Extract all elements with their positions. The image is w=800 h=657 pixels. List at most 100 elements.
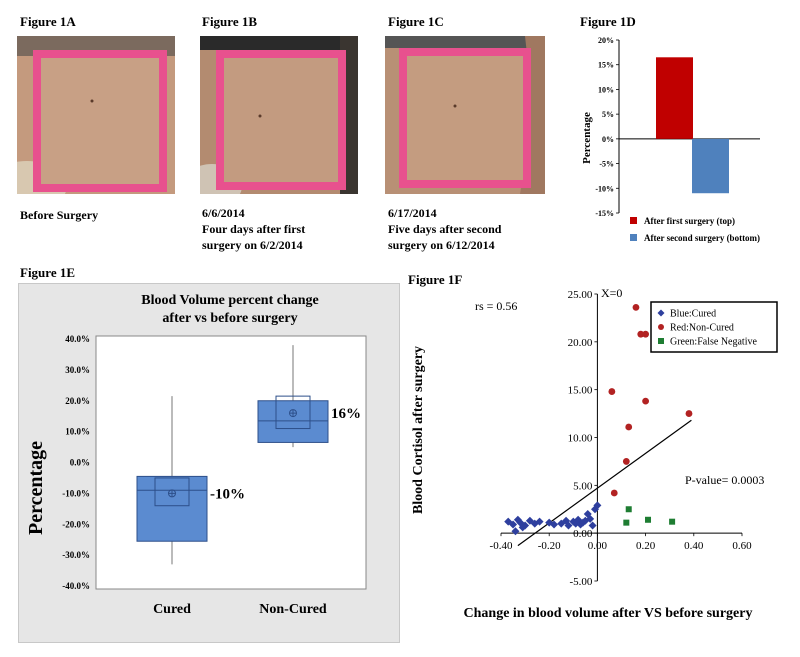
figure-1e-mean-label: 16% <box>331 406 361 422</box>
figure-1f-point-cured <box>586 514 595 523</box>
figure-1f-ytick-label: 15.00 <box>568 385 593 397</box>
figure-1e-category-label: Non-Cured <box>259 602 327 617</box>
figure-1c-caption-line: surgery on 6/12/2014 <box>388 238 495 252</box>
figure-1f-rs-annotation: rs = 0.56 <box>475 299 517 313</box>
figure-1f-point-cured <box>535 517 544 526</box>
figure-1f-point-cured <box>530 519 539 528</box>
figure-1d-ytick-label: 10% <box>598 85 614 94</box>
figure-1d-legend-swatch <box>630 234 637 241</box>
figure-1f-point-cured <box>518 523 527 532</box>
figure-1e-ytick-label: -30.0% <box>62 550 90 560</box>
figure-1e-median-ci-box <box>275 395 311 430</box>
figure-1e-mean-cross <box>289 409 297 417</box>
figure-1d-legend-label: After first surgery (top) <box>644 216 735 226</box>
figure-1b-photo <box>200 36 358 194</box>
figure-1d-ytick-label: 0% <box>602 135 614 144</box>
figure-1e-ytick-label: 40.0% <box>65 334 90 344</box>
figure-1f-point-cured <box>511 527 520 536</box>
figure-1e-chart-title-line1: Blood Volume percent change <box>141 293 318 308</box>
figure-1e-plot-area <box>95 335 367 590</box>
figure-1f-point-non-cured <box>625 423 633 431</box>
figure-1f-legend-marker <box>658 324 664 330</box>
figure-1a-photo <box>17 36 175 194</box>
figure-1e-ytick-label: 30.0% <box>65 365 90 375</box>
figure-1d-ytick-label: 15% <box>598 61 614 70</box>
figure-1e-ytick-label: -20.0% <box>62 519 90 529</box>
figure-1f-point-non-cured <box>622 458 630 465</box>
figure-1f-xtick-label: 0.20 <box>636 540 656 552</box>
figure-1f-pvalue-annotation: P-value= 0.0003 <box>685 473 764 487</box>
figure-1f-point-cured <box>564 521 573 530</box>
figure-1d-bar-chart: Percentage 20% 15% 10% 5% 0% -5% -10% -15% Afte… <box>581 36 760 243</box>
figure-1e-category-label: Cured <box>153 602 191 617</box>
figure-1f-legend-label: Green:False Negative <box>670 337 757 348</box>
figure-1e-box <box>136 475 208 542</box>
figure-1e-box-plot: Blood Volume percent change after vs bef… <box>25 293 367 617</box>
figure-1f-ytick-label: 10.00 <box>568 433 593 445</box>
figure-1e-ytick-label: 0.0% <box>70 458 90 468</box>
figure-1c-photo <box>385 36 545 194</box>
figure-1f-ytick-label: 25.00 <box>568 289 593 301</box>
figure-1e-ytick-label: 10.0% <box>65 427 90 437</box>
figure-1f-trendline <box>517 419 692 547</box>
figure-1f-xtick-label: -0.20 <box>538 540 561 552</box>
figure-1f-x0-annotation: X=0 <box>601 286 622 300</box>
figure-1e-ylabel: Percentage <box>25 441 47 535</box>
figure-1d-ylabel: Percentage <box>581 112 593 164</box>
figure-1f-point-cured <box>509 520 518 529</box>
figure-1f-ytick-label: 0.00 <box>573 528 593 540</box>
figure-1f-title: Figure 1F <box>408 272 463 287</box>
figure-1e-title: Figure 1E <box>20 265 76 280</box>
figure-1f-xtick-label: 0.60 <box>732 540 752 552</box>
figure-1c-caption: 6/17/2014 Five days after second surgery… <box>388 205 501 253</box>
figure-1c-caption-line: Five days after second <box>388 222 502 236</box>
figure-1e-ytick-label: -10.0% <box>62 488 90 498</box>
figure-1f-ytick-label: -5.00 <box>569 576 592 588</box>
figure-1e-chart-title-line2: after vs before surgery <box>162 311 297 326</box>
figure-1a-caption: Before Surgery <box>20 208 99 222</box>
figure-1f-point-false-negative <box>645 516 652 523</box>
figure-1f-point-non-cured <box>642 330 649 338</box>
figure-1f-legend-box <box>650 301 778 353</box>
figure-1b-caption-line: Four days after first <box>202 222 306 236</box>
figure-1f-point-non-cured <box>610 489 618 497</box>
figure-1f-point-cured <box>593 501 602 510</box>
figure-1f-point-cured <box>588 521 597 530</box>
figure-1f-point-non-cured <box>632 303 640 311</box>
figure-1f-point-false-negative <box>669 518 676 525</box>
figure-1f-legend-label: Red:Non-Cured <box>670 323 734 334</box>
figure-1f-point-false-negative <box>623 519 630 526</box>
figure-1b-caption: 6/6/2014 Four days after first surgery o… <box>202 205 305 253</box>
figure-1f-xtick-label: -0.40 <box>490 540 513 552</box>
figure-1f-ytick-label: 5.00 <box>573 480 593 492</box>
figure-1d-legend-swatch <box>630 217 637 224</box>
figure-1d-legend-label: After second surgery (bottom) <box>644 233 760 243</box>
figure-1d-ytick-label: -10% <box>595 184 614 193</box>
figure-1f-point-non-cured <box>637 330 645 338</box>
figure-1a-title: Figure 1A <box>20 14 76 29</box>
figure-1d-bar <box>656 57 693 139</box>
figure-1f-point-non-cured <box>608 388 616 395</box>
figure-1e-ytick-label: 20.0% <box>65 396 90 406</box>
figure-1f-point-cured <box>578 518 587 527</box>
figure-1f-ytick-label: 20.00 <box>568 337 593 349</box>
figure-1d-ytick-label: 5% <box>602 110 614 119</box>
figure-1f-point-cured <box>576 520 585 529</box>
figure-1c-title: Figure 1C <box>388 14 444 29</box>
figure-1f-point-false-negative <box>625 506 632 513</box>
figure-1f-xtick-label: 0.40 <box>684 540 704 552</box>
figure-1b-caption-line: surgery on 6/2/2014 <box>202 238 303 252</box>
figure-1f-ylabel: Blood Cortisol after surgery <box>411 346 426 514</box>
figure-1d-ytick-label: -5% <box>599 160 614 169</box>
figure-1e-ytick-label: -40.0% <box>62 581 90 591</box>
figure-1d-title: Figure 1D <box>580 14 636 29</box>
figure-1f-legend-marker <box>658 338 664 344</box>
figure-1e-box <box>257 400 329 443</box>
figure-1b-title: Figure 1B <box>202 14 258 29</box>
figure-1f-scatter-plot: Blood Cortisol after surgery Change in b… <box>411 286 778 621</box>
figure-1d-ytick-label: -15% <box>595 209 614 218</box>
figure-1e-mean-label: -10% <box>210 486 245 502</box>
figure-1f-point-non-cured <box>685 410 693 417</box>
figure-1f-point-cured <box>557 519 566 528</box>
figure-1f-point-cured <box>550 520 559 529</box>
